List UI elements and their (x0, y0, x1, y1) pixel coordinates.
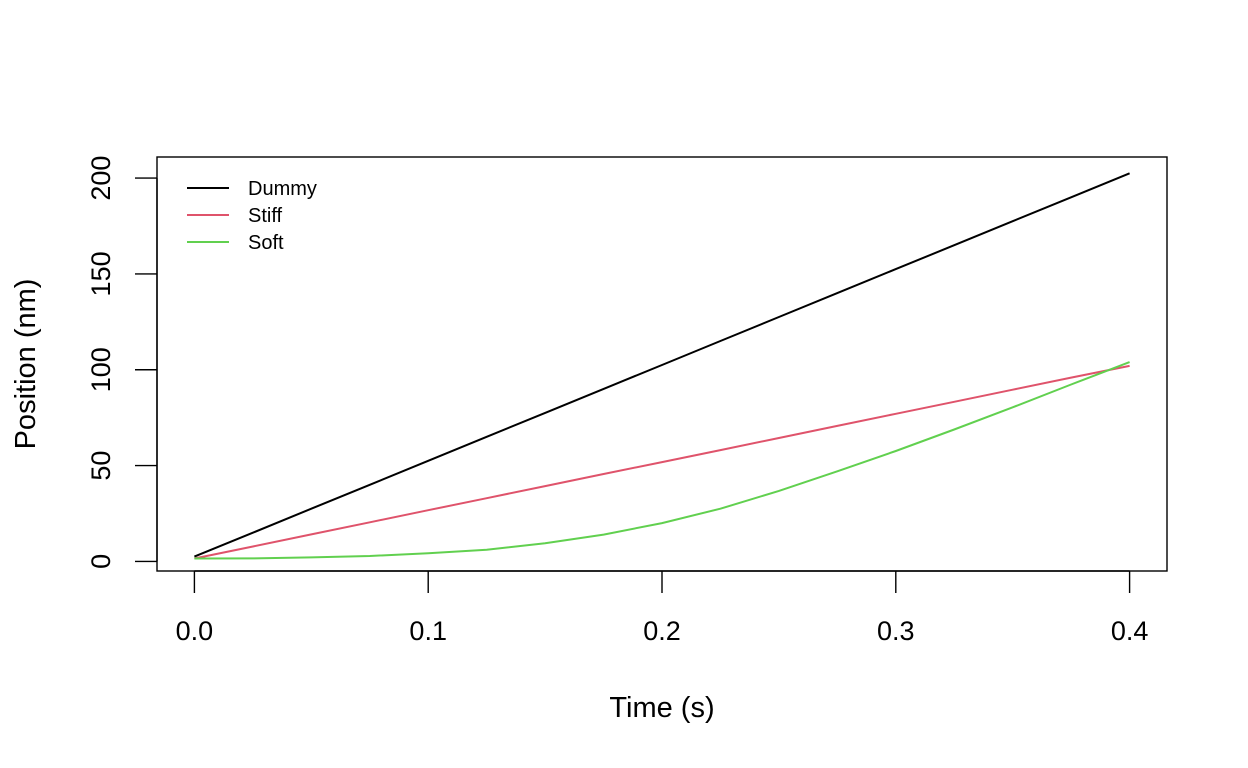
x-tick-label: 0.4 (1111, 616, 1149, 646)
x-axis-title: Time (s) (609, 692, 714, 724)
y-tick-label: 50 (86, 451, 116, 481)
y-tick-label: 200 (86, 156, 116, 201)
legend-label-dummy: Dummy (248, 178, 317, 200)
legend-label-soft: Soft (248, 232, 284, 254)
y-axis-title: Position (nm) (10, 279, 42, 450)
series-layer (194, 172, 1130, 560)
x-tick-label: 0.1 (409, 616, 447, 646)
x-tick-label: 0.0 (176, 616, 214, 646)
legend-label-stiff: Stiff (248, 205, 283, 227)
series-line-soft (194, 361, 1130, 560)
x-axis: 0.0 0.1 0.2 0.3 0.4 (176, 570, 1149, 646)
y-tick-label: 100 (86, 347, 116, 392)
x-tick-label: 0.2 (643, 616, 681, 646)
series-line-stiff (194, 364, 1130, 560)
y-tick-label: 150 (86, 251, 116, 296)
legend: Dummy Stiff Soft (187, 178, 317, 254)
y-tick-label: 0 (86, 554, 116, 569)
x-tick-label: 0.3 (877, 616, 915, 646)
y-axis: 0 50 100 150 200 (86, 156, 158, 569)
series-line-dummy (194, 172, 1130, 558)
